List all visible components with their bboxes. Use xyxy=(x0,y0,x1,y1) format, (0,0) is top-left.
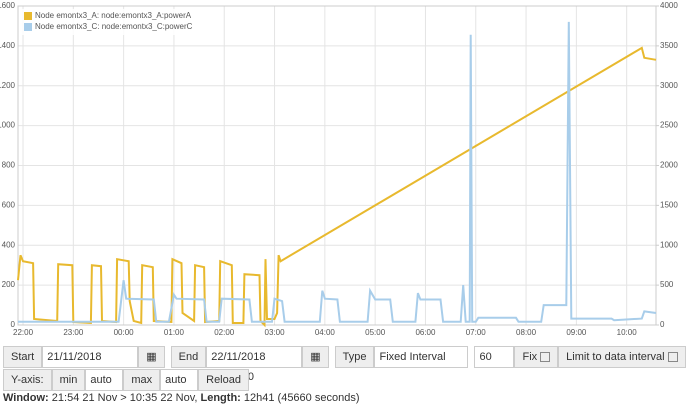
y2-tick-label: 3500 xyxy=(660,41,678,50)
fix-label: Fix xyxy=(514,346,559,368)
y2-tick-label: 2500 xyxy=(660,121,678,130)
legend-label: Node emontx3_A: node:emontx3_A:powerA xyxy=(35,11,192,20)
y-tick-label: 800 xyxy=(2,161,16,170)
y-tick-label: 600 xyxy=(2,200,16,209)
start-label: Start xyxy=(3,346,43,368)
start-calendar[interactable]: ▦ xyxy=(138,346,165,368)
max-label: max xyxy=(123,369,161,391)
series-line xyxy=(17,46,657,328)
window-label: Window: xyxy=(3,392,49,404)
x-tick-label: 03:00 xyxy=(265,328,286,337)
x-tick-label: 22:00 xyxy=(13,328,34,337)
legend-box xyxy=(21,9,191,35)
legend: Node emontx3_A: node:emontx3_A:powerA Nod… xyxy=(21,9,193,35)
end-calendar[interactable]: ▦ xyxy=(302,346,329,368)
plot-border xyxy=(17,5,657,326)
fix-text: Fix xyxy=(522,351,538,363)
controls-row: Start 21/11/2018 21:54:00 ▦ End 22/11/20… xyxy=(3,346,686,383)
x-tick-label: 06:00 xyxy=(415,328,436,337)
y-tick-label: 1400 xyxy=(0,41,16,50)
x-tick-label: 10:00 xyxy=(617,328,638,337)
x-tick-label: 02:00 xyxy=(214,328,235,337)
yaxis-row: Y-axis: min auto max auto Reload xyxy=(3,369,249,391)
legend-label: Node emontx3_C: node:emontx3_C:powerC xyxy=(35,22,193,31)
limit-text: Limit to data interval xyxy=(566,351,665,363)
start-input[interactable]: 21/11/2018 21:54:00 xyxy=(42,346,139,383)
x-tick-label: 05:00 xyxy=(365,328,386,337)
y-tick-label: 0 xyxy=(11,320,16,329)
y-tick-label: 1600 xyxy=(0,1,16,10)
yaxis-label: Y-axis: xyxy=(3,369,52,391)
x-tick-label: 00:00 xyxy=(114,328,135,337)
length-label: Length: xyxy=(200,392,241,404)
type-select[interactable]: Fixed Interval xyxy=(374,346,469,368)
y2-tick-label: 1000 xyxy=(660,240,678,249)
legend-swatch xyxy=(24,12,32,20)
y-tick-label: 400 xyxy=(2,240,16,249)
window-range: 21:54 21 Nov > 10:35 22 Nov, xyxy=(51,392,198,404)
series-line xyxy=(18,21,657,323)
y-tick-label: 1000 xyxy=(0,121,16,130)
chart: 0 200 400 600 800 1000 1200 1400 1600 0 500 1000 150… xyxy=(0,1,678,337)
x-tick-label: 07:00 xyxy=(466,328,487,337)
interval-input[interactable]: 60 xyxy=(474,346,515,368)
y2-tick-label: 2000 xyxy=(660,161,678,170)
length-value: 12h41 (45660 seconds) xyxy=(243,392,360,404)
y2-tick-label: 4000 xyxy=(660,1,678,10)
min-input[interactable]: auto xyxy=(85,369,124,391)
min-label: min xyxy=(51,369,86,391)
fix-checkbox[interactable] xyxy=(540,352,551,363)
y2-tick-label: 1500 xyxy=(660,200,678,209)
y2-tick-label: 0 xyxy=(660,320,665,329)
window-info: Window: 21:54 21 Nov > 10:35 22 Nov, Len… xyxy=(3,392,359,404)
reload-button[interactable]: Reload xyxy=(198,369,249,391)
y-tick-label: 200 xyxy=(2,280,16,289)
limit-checkbox[interactable] xyxy=(667,352,678,363)
x-tick-label: 08:00 xyxy=(516,328,537,337)
legend-swatch xyxy=(24,23,32,31)
x-tick-label: 23:00 xyxy=(63,328,84,337)
y2-tick-label: 3000 xyxy=(660,81,678,90)
limit-label: Limit to data interval xyxy=(558,346,686,368)
end-input[interactable]: 22/11/2018 10:35:00 xyxy=(206,346,303,383)
x-tick-label: 04:00 xyxy=(315,328,336,337)
y2-tick-label: 500 xyxy=(660,280,674,289)
y-tick-label: 1200 xyxy=(0,81,16,90)
x-tick-label: 09:00 xyxy=(566,328,587,337)
x-tick-label: 01:00 xyxy=(164,328,185,337)
end-label: End xyxy=(170,346,207,368)
type-label: Type xyxy=(334,346,375,368)
max-input[interactable]: auto xyxy=(160,369,199,391)
